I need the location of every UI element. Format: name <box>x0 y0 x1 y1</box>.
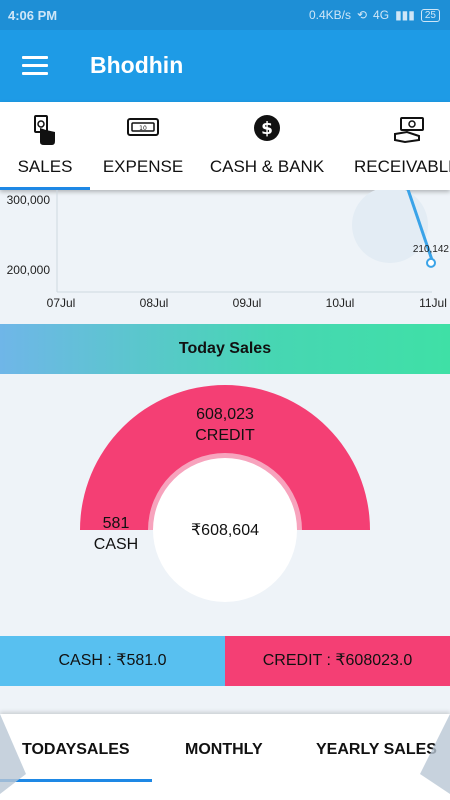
cash-label: CASH <box>93 536 139 553</box>
hand-cash-icon <box>32 114 58 151</box>
tab-label: MONTHLY <box>185 741 263 758</box>
series-line <box>406 190 435 264</box>
status-bar: 4:06 PM 0.4KB/s ⟲ 4G ▮▮▮ 25 <box>0 0 450 30</box>
data-label: 210,142 <box>413 244 450 255</box>
scroll-right-arrow[interactable] <box>420 714 450 794</box>
tab-label: TODAYSALES <box>22 741 130 758</box>
gauge-graphic <box>80 385 370 602</box>
cash-value: 581 <box>102 515 130 532</box>
y-tick-label: 300,000 <box>7 193 51 207</box>
data-point <box>426 257 436 268</box>
scroll-left-arrow[interactable] <box>0 714 26 794</box>
background-decoration <box>352 190 428 263</box>
app-bar: Bhodhin <box>0 30 450 102</box>
svg-text:$: $ <box>261 119 273 139</box>
app-title: Bhodhin <box>90 52 184 78</box>
x-tick-label: 11Jul <box>419 296 447 310</box>
credit-segment <box>80 385 370 530</box>
tab-monthly[interactable]: MONTHLY <box>185 714 263 780</box>
x-tick-label: 08Jul <box>140 296 169 310</box>
tab-label: SALES <box>17 157 73 176</box>
payment-summary: CASH : ₹581.0 CREDIT : ₹608023.0 <box>0 636 450 686</box>
network-type: 4G <box>373 8 390 22</box>
sales-line-chart: 300,000 200,000 07Jul 08Jul 09Jul 10Jul 11Jul… <box>7 190 450 310</box>
category-tabs: SALES 10 EXPENSE $ CASH & BANK RECEIVABL… <box>0 102 450 190</box>
battery-icon: 25 <box>420 8 440 22</box>
svg-text:10: 10 <box>139 125 147 132</box>
credit-label: CREDIT <box>195 427 255 444</box>
credit-total: CREDIT : ₹608023.0 <box>225 636 450 686</box>
today-sales-gauge: 608,023 CREDIT 581 CASH ₹608,604 <box>0 374 450 636</box>
tab-label: CASH & BANK <box>209 157 325 176</box>
menu-icon[interactable] <box>22 56 48 76</box>
active-tab-indicator <box>0 779 152 782</box>
tab-label: EXPENSE <box>102 157 184 176</box>
cash-total: CASH : ₹581.0 <box>0 636 225 686</box>
tab-expense[interactable]: 10 EXPENSE <box>95 102 191 190</box>
period-tabs: TODAYSALES MONTHLY YEARLY SALES <box>0 714 450 800</box>
signal-icon: ▮▮▮ <box>395 8 415 22</box>
total-sales-value: ₹608,604 <box>190 522 259 539</box>
tab-label: RECEIVABLE <box>354 157 450 176</box>
x-tick-label: 09Jul <box>233 296 262 310</box>
status-time: 4:06 PM <box>8 8 58 23</box>
tab-receivable[interactable]: RECEIVABLE <box>350 102 450 190</box>
dollar-coin-icon: $ <box>253 114 281 147</box>
tab-label: YEARLY SALES <box>316 741 437 758</box>
x-tick-label: 10Jul <box>326 296 355 310</box>
gauge-center <box>153 458 297 602</box>
y-tick-label: 200,000 <box>7 263 51 277</box>
x-tick-label: 07Jul <box>47 296 76 310</box>
sync-icon: ⟲ <box>356 8 368 22</box>
banknote-icon: 10 <box>126 114 160 145</box>
tab-yearly-sales[interactable]: YEARLY SALES <box>316 714 437 780</box>
tab-sales[interactable]: SALES <box>0 102 90 190</box>
tab-cash-bank[interactable]: $ CASH & BANK <box>202 102 332 190</box>
today-sales-header: Today Sales <box>0 324 450 374</box>
active-tab-indicator <box>0 187 90 190</box>
network-speed: 0.4KB/s <box>308 8 351 22</box>
credit-value: 608,023 <box>196 406 254 423</box>
status-indicators: 0.4KB/s ⟲ 4G ▮▮▮ 25 <box>309 8 440 22</box>
hand-payment-icon <box>393 114 427 151</box>
tab-today-sales[interactable]: TODAYSALES <box>0 714 152 782</box>
